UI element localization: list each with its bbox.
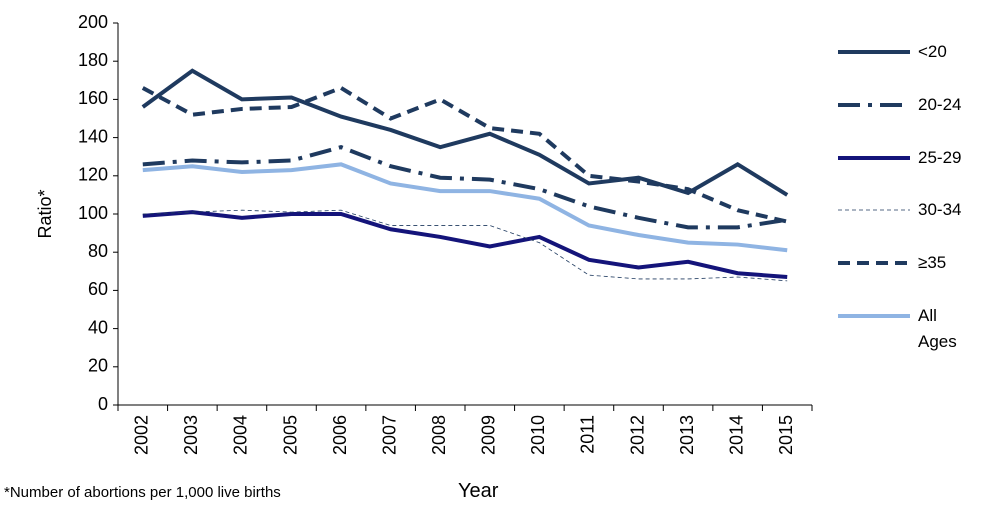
legend-label: 20-24 <box>918 95 962 114</box>
series-line <box>141 85 788 224</box>
y-tick-label: 40 <box>88 317 108 337</box>
legend-label: All Ages <box>918 306 957 351</box>
x-tick-label: 2004 <box>231 415 251 455</box>
x-tick-label: 2012 <box>627 415 647 455</box>
y-tick-label: 120 <box>78 165 108 185</box>
series-line <box>142 210 788 280</box>
series-line <box>142 145 788 230</box>
series-line <box>142 209 788 282</box>
x-tick-label: 2014 <box>726 415 746 455</box>
y-tick-label: 20 <box>88 356 108 376</box>
y-tick-label: 100 <box>78 203 108 223</box>
x-tick-label: 2003 <box>181 415 201 455</box>
legend-label: ≥35 <box>918 253 947 272</box>
legend-label: <20 <box>918 42 947 61</box>
x-tick-label: 2007 <box>379 415 399 455</box>
x-tick-label: 2009 <box>479 415 499 455</box>
x-tick-label: 2005 <box>280 415 300 455</box>
legend-label: 25-29 <box>918 148 962 167</box>
y-tick-label: 180 <box>78 50 108 70</box>
x-tick-label: 2010 <box>528 415 548 455</box>
y-tick-label: 60 <box>88 279 108 299</box>
x-axis-label: Year <box>458 480 499 502</box>
x-tick-label: 2015 <box>776 415 796 455</box>
legend-label: 30-34 <box>918 200 962 219</box>
y-tick-label: 200 <box>78 12 108 32</box>
x-tick-label: 2011 <box>578 415 598 454</box>
y-tick-label: 160 <box>78 88 108 108</box>
footnote: *Number of abortions per 1,000 live birt… <box>4 484 281 501</box>
y-axis-label: Ratio* <box>35 189 55 238</box>
x-tick-label: 2006 <box>330 415 350 455</box>
series-line <box>141 68 789 197</box>
y-tick-label: 80 <box>88 241 108 261</box>
x-tick-label: 2002 <box>132 415 152 455</box>
y-tick-label: 0 <box>98 394 108 414</box>
x-tick-label: 2008 <box>429 415 449 455</box>
y-tick-label: 140 <box>78 126 108 146</box>
x-tick-label: 2013 <box>677 415 697 455</box>
series-line <box>142 162 788 253</box>
